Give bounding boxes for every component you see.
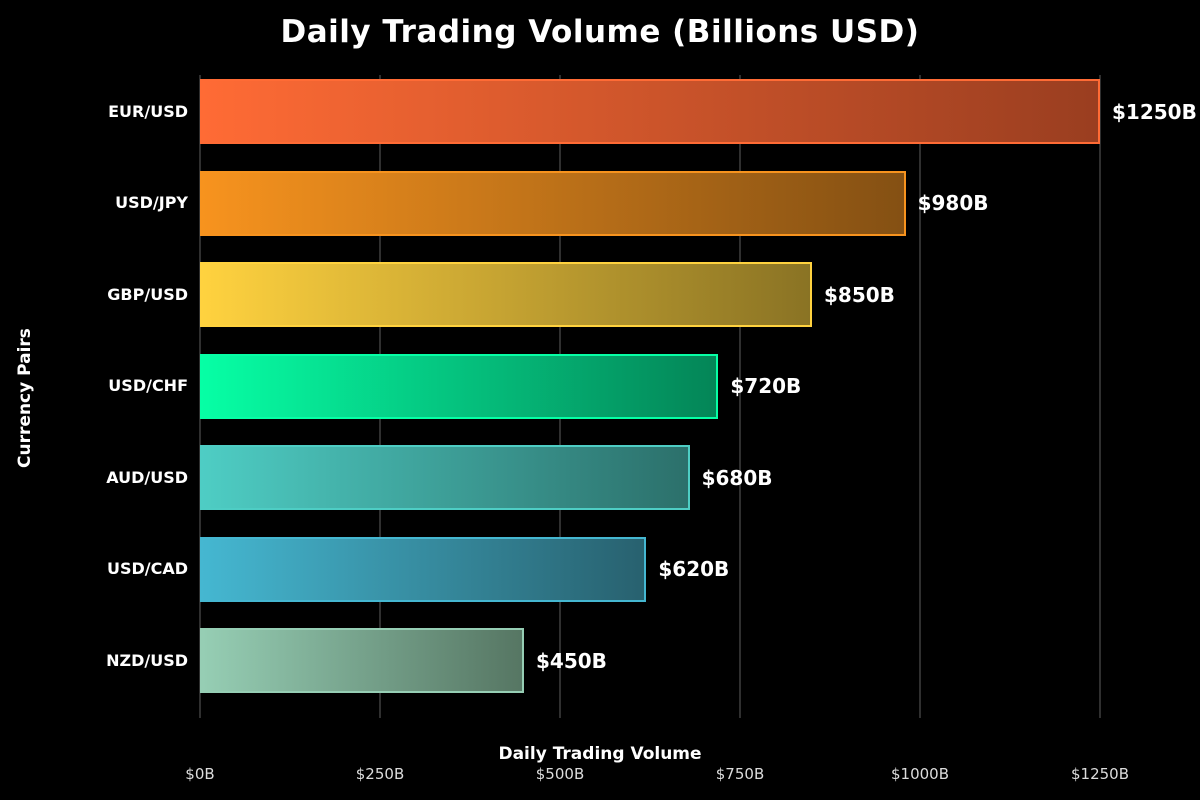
- category-label: EUR/USD: [108, 101, 188, 121]
- category-label: AUD/USD: [106, 467, 188, 487]
- gridline: [1099, 75, 1101, 718]
- plot-area: [199, 75, 1101, 718]
- value-label: $680B: [701, 465, 773, 490]
- bar-usd-chf: [200, 353, 719, 419]
- y-axis-label: Currency Pairs: [15, 328, 35, 468]
- category-label: NZD/USD: [106, 650, 188, 670]
- value-label: $720B: [730, 374, 802, 398]
- chart-title: Daily Trading Volume (Billions USD): [280, 14, 920, 50]
- x-tick-label: $250B: [355, 765, 405, 783]
- bar-aud-usd: [200, 445, 690, 510]
- bar-gbp-usd: [200, 262, 812, 327]
- x-tick-label: $750B: [715, 765, 765, 783]
- bar-usd-cad: [200, 536, 647, 602]
- value-label: $1250B: [1112, 99, 1197, 124]
- value-label: $450B: [536, 648, 607, 673]
- gridline: [739, 75, 741, 718]
- x-tick-label: $1250B: [1070, 765, 1129, 783]
- category-label: USD/JPY: [115, 193, 188, 212]
- category-label: GBP/USD: [107, 284, 188, 304]
- bar-usd-jpy: [200, 170, 906, 236]
- category-label: USD/CAD: [106, 559, 188, 578]
- value-label: $980B: [917, 191, 989, 215]
- x-tick-label: $0B: [185, 765, 215, 783]
- value-label: $850B: [824, 282, 895, 307]
- gridline: [919, 75, 921, 718]
- value-label: $620B: [658, 557, 730, 581]
- x-tick-label: $500B: [535, 765, 585, 783]
- x-tick-label: $1000B: [890, 765, 949, 783]
- bar-eur-usd: [200, 79, 1100, 144]
- bar-nzd-usd: [200, 628, 524, 693]
- category-label: USD/CHF: [108, 376, 188, 395]
- x-axis-label: Daily Trading Volume: [498, 744, 702, 764]
